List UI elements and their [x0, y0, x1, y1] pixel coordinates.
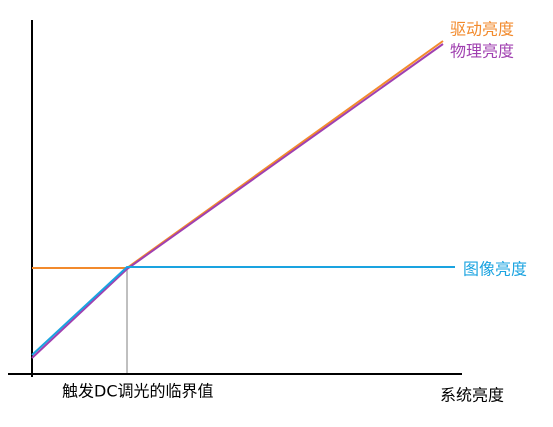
- image-brightness-line: [31, 266, 455, 356]
- x-axis-label: 系统亮度: [440, 386, 504, 405]
- physical-brightness-label: 物理亮度: [450, 42, 514, 61]
- drive-brightness-line: [32, 40, 444, 269]
- image-brightness-label: 图像亮度: [463, 260, 527, 279]
- physical-brightness-line: [31, 43, 444, 359]
- threshold-label: 触发DC调光的临界值: [62, 382, 214, 401]
- drive-brightness-label: 驱动亮度: [450, 20, 514, 39]
